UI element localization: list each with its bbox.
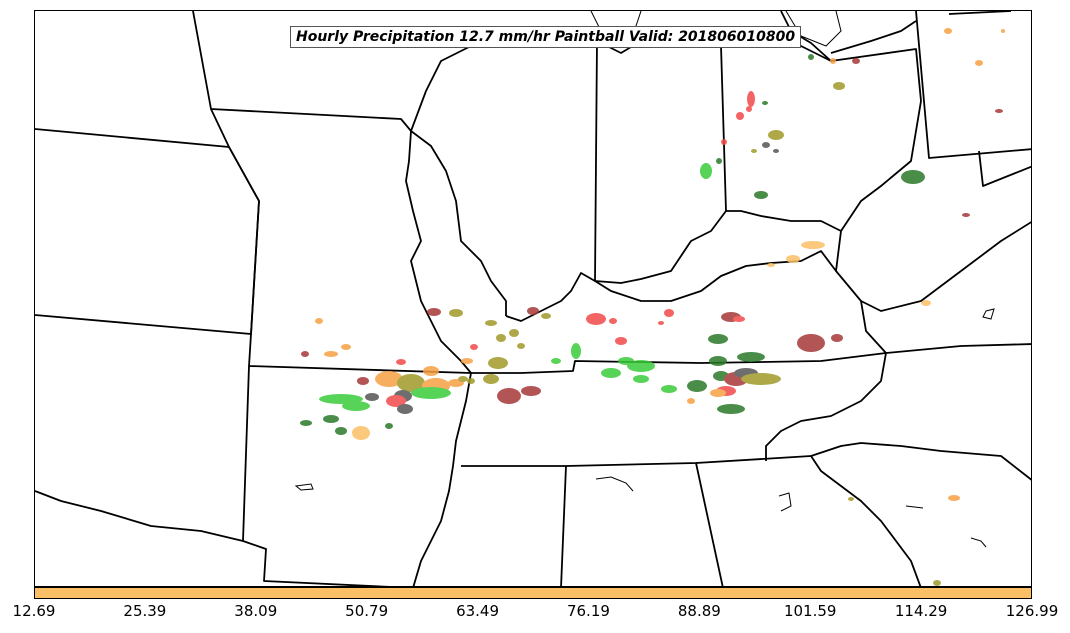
map-svg [35, 11, 1031, 586]
colorbar-tick-label: 25.39 [123, 602, 167, 620]
map-panel: Hourly Precipitation 12.7 mm/hr Paintbal… [34, 10, 1032, 587]
colorbar-tick-label: 50.79 [345, 602, 389, 620]
lake-outlines [294, 11, 995, 548]
colorbar-tick-label: 114.29 [894, 602, 948, 620]
colorbar-tick-label: 76.19 [566, 602, 610, 620]
colorbar-tick-label: 63.49 [456, 602, 500, 620]
colorbar-tick-label: 12.69 [12, 602, 56, 620]
colorbar-tick-label: 88.89 [677, 602, 721, 620]
precip-blobs [300, 28, 1005, 586]
map-title: Hourly Precipitation 12.7 mm/hr Paintbal… [290, 26, 802, 48]
state-boundaries [35, 11, 1031, 586]
colorbar-tick-label: 38.09 [234, 602, 278, 620]
colorbar [34, 587, 1032, 599]
colorbar-tick-label: 126.99 [1005, 602, 1059, 620]
colorbar-tick-label: 101.59 [783, 602, 837, 620]
